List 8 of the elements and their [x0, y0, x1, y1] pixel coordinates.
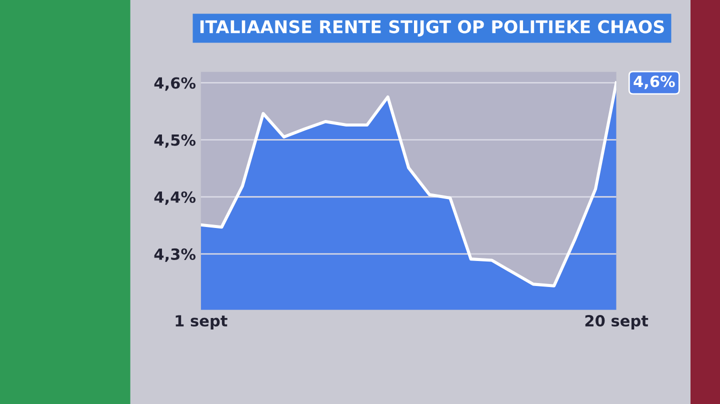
chart-title: ITALIAANSE RENTE STIJGT OP POLITIEKE CHAOS [200, 20, 664, 37]
y-tick-label: 4,4% [154, 191, 196, 205]
x-tick-label: 20 sept [585, 315, 648, 330]
data-label: 4,6% [634, 76, 675, 90]
x-tick-label: 1 sept [176, 315, 228, 330]
y-tick-label: 4,6% [154, 77, 196, 91]
y-tick-label: 4,3% [154, 248, 196, 262]
y-tick-label: 4,5% [154, 134, 196, 148]
